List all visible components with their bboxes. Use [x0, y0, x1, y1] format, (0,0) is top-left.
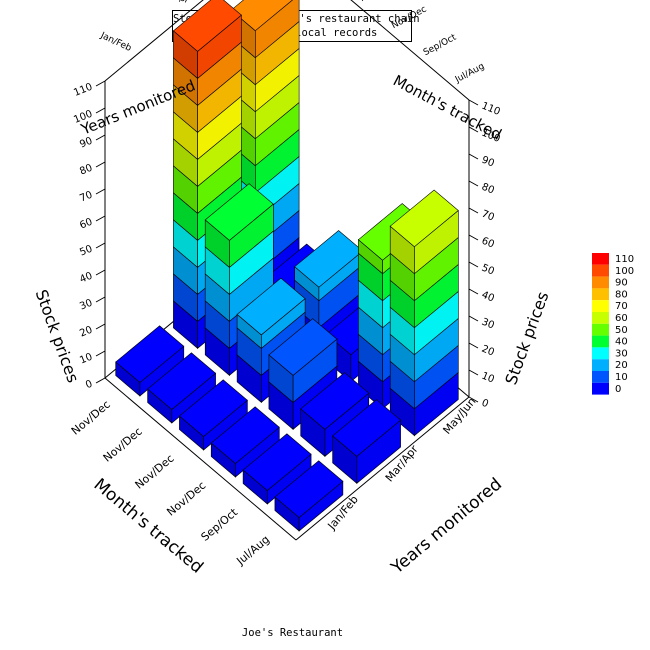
- z-tick-right-10: 10: [480, 371, 496, 386]
- bar-nov-dec-5-jan-feb: [115, 325, 185, 397]
- legend-label-0: 0: [615, 384, 621, 395]
- top-back-right-edge: [350, 0, 470, 101]
- row-label-top-2: Nov/Dec: [390, 4, 428, 31]
- z-tick-left-80: 80: [78, 163, 94, 178]
- bar-sep-oct-1-jan-feb: [242, 433, 312, 505]
- z-tick-right-30: 30: [480, 317, 496, 332]
- floor-front-right-edge: [295, 396, 470, 541]
- bar-nov-dec-3-jan-feb: [178, 379, 248, 451]
- z-tick-left-110: 110: [72, 82, 94, 99]
- z-tick-right-50: 50: [480, 263, 496, 278]
- z-axis-title-left: Stock prices: [32, 287, 83, 385]
- z-tick-right-90: 90: [480, 155, 496, 170]
- row-label-front-4: Nov/Dec: [101, 425, 145, 465]
- legend-label-20: 20: [615, 360, 628, 371]
- z-tick-right-70: 70: [480, 209, 496, 224]
- z-axis-title-right: Stock prices: [501, 289, 552, 387]
- z-tick-right-20: 20: [480, 344, 496, 359]
- row-label-front-0: Jul/Aug: [233, 533, 272, 568]
- floor-front-left-edge: [104, 377, 297, 541]
- z-tick-right-0: 0: [480, 398, 490, 411]
- legend-label-60: 60: [615, 313, 628, 324]
- x-axis-title-front: Years monitored: [387, 474, 506, 578]
- legend-swatch-50: [592, 323, 609, 336]
- legend-swatch-10: [592, 371, 609, 383]
- z-tick-left-60: 60: [78, 217, 94, 232]
- legend-swatch-100: [592, 264, 609, 277]
- row-label-top-3: Nov/Dec: [358, 0, 396, 4]
- z-tick-left-50: 50: [78, 244, 94, 259]
- legend-swatch-60: [592, 312, 609, 324]
- legend-swatch-0: [592, 382, 609, 395]
- row-label-front-1: Sep/Oct: [199, 505, 241, 543]
- legend-label-40: 40: [615, 337, 628, 348]
- z-tick-left-20: 20: [78, 325, 94, 340]
- legend-label-80: 80: [615, 289, 628, 300]
- col-label-top-1: Mar/Apr: [154, 0, 191, 6]
- row-label-front-5: Nov/Dec: [69, 398, 113, 438]
- z-tick-left-40: 40: [78, 271, 94, 286]
- bar-jul-aug-0-jan-feb: [274, 460, 344, 532]
- bar-jul-aug-0-may-jun: [389, 189, 459, 437]
- z-tick-right-80: 80: [480, 182, 496, 197]
- z-tick-left-70: 70: [78, 190, 94, 205]
- legend-label-10: 10: [615, 372, 628, 383]
- legend-swatch-70: [592, 300, 609, 312]
- legend-swatch-80: [592, 288, 609, 301]
- z-tick-left-90: 90: [78, 136, 94, 151]
- legend-label-30: 30: [615, 348, 628, 359]
- legend-label-90: 90: [615, 278, 628, 289]
- row-label-top-0: Jul/Aug: [453, 62, 486, 86]
- bars-group: [115, 0, 459, 532]
- row-label-top-1: Sep/Oct: [422, 32, 459, 58]
- legend-swatch-40: [592, 335, 609, 348]
- bar-nov-dec-2-jan-feb: [210, 406, 280, 478]
- top-back-left-edge: [104, 0, 204, 82]
- legend-label-100: 100: [615, 266, 634, 277]
- legend-swatch-20: [592, 359, 609, 371]
- chart-footer: Joe's Restaurant: [241, 627, 344, 639]
- z-tick-left-10: 10: [78, 352, 94, 367]
- bar-jul-aug-0-mar-apr: [332, 399, 402, 485]
- z-tick-left-30: 30: [78, 298, 94, 313]
- legend-swatch-110: [592, 253, 609, 265]
- z-tick-left-0: 0: [84, 379, 94, 392]
- legend-label-110: 110: [615, 254, 634, 265]
- col-label-top-0: Jan/Feb: [98, 31, 133, 54]
- row-label-front-2: Nov/Dec: [164, 479, 208, 519]
- row-label-front-3: Nov/Dec: [133, 452, 177, 492]
- legend-swatch-90: [592, 276, 609, 289]
- z-tick-right-40: 40: [480, 290, 496, 305]
- legend-swatch-30: [592, 347, 609, 360]
- z-tick-right-60: 60: [480, 236, 496, 251]
- legend-label-50: 50: [615, 325, 628, 336]
- legend-label-70: 70: [615, 301, 628, 312]
